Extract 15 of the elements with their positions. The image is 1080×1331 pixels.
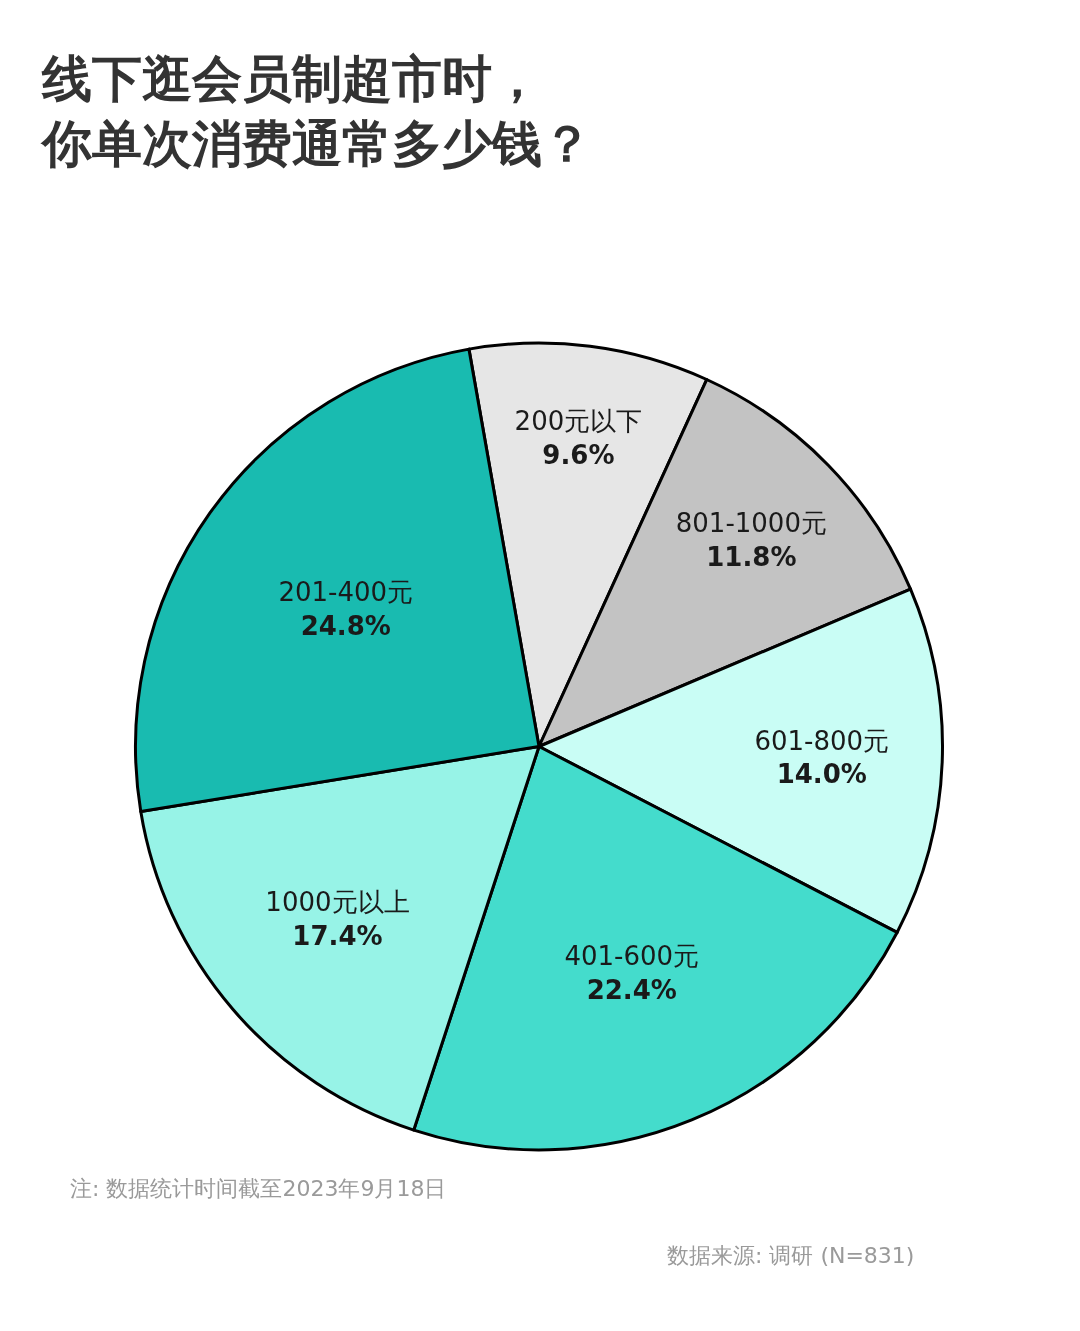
data-label: 9.6% bbox=[542, 439, 615, 470]
data-label: 22.4% bbox=[586, 975, 677, 1006]
slice-label: 200元以下 bbox=[514, 406, 643, 437]
slice-label: 401-600元 bbox=[564, 941, 700, 972]
source-note: 数据来源: 调研 (N=831) bbox=[667, 1243, 915, 1268]
data-label: 14.0% bbox=[776, 759, 867, 790]
chart-title: 线下逛会员制超市时，你单次消费通常多少钱？ bbox=[40, 50, 592, 173]
slice-label: 201-400元 bbox=[278, 577, 414, 608]
slice-label: 801-1000元 bbox=[675, 508, 827, 539]
data-label: 11.8% bbox=[706, 541, 797, 572]
data-label: 24.8% bbox=[300, 611, 391, 642]
slice-label: 601-800元 bbox=[754, 725, 890, 756]
data-label: 17.4% bbox=[292, 921, 383, 952]
text: 注: 数据统计时间截至2023年9月18日 bbox=[70, 1176, 447, 1201]
slice-label: 1000元以上 bbox=[265, 887, 410, 918]
